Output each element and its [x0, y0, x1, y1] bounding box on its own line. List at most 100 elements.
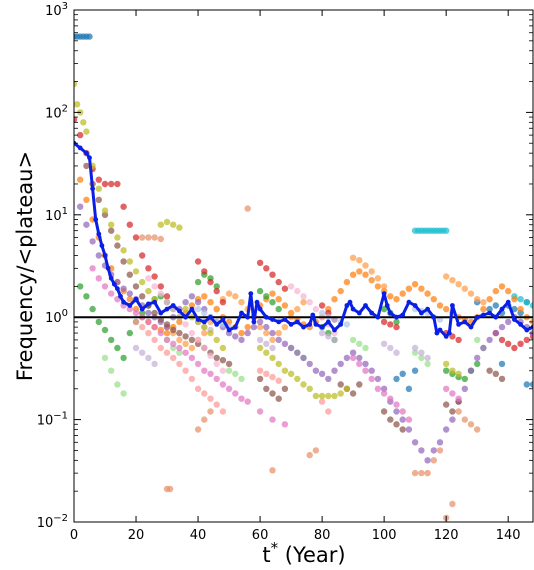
scatter-point [498, 375, 506, 383]
scatter-point [523, 336, 530, 344]
y-tick-label: 103 [45, 1, 68, 19]
scatter-point [201, 344, 208, 352]
scatter-point [126, 221, 133, 228]
mean-series-point [177, 308, 182, 314]
scatter-point [523, 299, 530, 306]
scatter-point [170, 354, 177, 362]
scatter-point [424, 469, 431, 477]
scatter-point [86, 33, 93, 40]
x-tick-label: 100 [372, 528, 397, 543]
scatter-point [306, 360, 313, 368]
mean-series-point [164, 306, 170, 312]
scatter-point [418, 469, 425, 477]
scatter-point [467, 367, 475, 374]
scatter-point [139, 293, 146, 300]
scatter-point [436, 439, 444, 446]
mean-series-point [102, 253, 108, 258]
mean-series-point [468, 324, 474, 330]
scatter-point [356, 360, 363, 368]
scatter-point [380, 318, 388, 326]
scatter-point [455, 370, 462, 377]
scatter-point [207, 299, 214, 306]
mean-series-point [375, 314, 381, 320]
scatter-point [300, 299, 307, 306]
scatter-point [132, 268, 140, 275]
mean-series-point [99, 243, 105, 249]
mean-series-point [387, 310, 393, 316]
scatter-point [349, 336, 357, 344]
scatter-point [89, 305, 96, 313]
scatter-point [101, 354, 109, 362]
scatter-point [275, 329, 282, 337]
scatter-point [287, 344, 295, 352]
scatter-point [343, 385, 351, 392]
scatter-point [225, 367, 233, 374]
scatter-point [480, 344, 487, 352]
scatter-point [101, 326, 109, 334]
scatter-point [157, 235, 164, 243]
mean-series-point [245, 314, 251, 320]
scatter-point [449, 390, 456, 397]
scatter-point [166, 485, 174, 493]
scatter-point [424, 354, 431, 362]
x-tick-label: 40 [190, 528, 207, 543]
scatter-point [95, 185, 103, 192]
scatter-point [380, 390, 388, 397]
scatter-point [380, 340, 388, 347]
scatter-point [387, 416, 394, 423]
scatter-point [244, 205, 251, 212]
mean-series-point [189, 306, 195, 312]
scatter-point [455, 281, 462, 288]
mean-series-point [456, 322, 461, 327]
x-axis-label: t* (Year) [262, 539, 345, 567]
scatter-point [337, 390, 344, 397]
scatter-point [318, 329, 326, 337]
scatter-point [225, 318, 233, 326]
scatter-point [405, 416, 413, 423]
scatter-point [126, 296, 133, 303]
scatter-point [269, 416, 276, 423]
scatter-point [269, 290, 276, 297]
scatter-point [188, 329, 196, 337]
scatter-point [505, 318, 512, 326]
x-tick-label: 0 [70, 528, 78, 543]
scatter-point [443, 305, 450, 313]
scatter-point [424, 457, 431, 464]
scatter-point [294, 349, 301, 356]
scatter-point [244, 329, 251, 337]
mean-series-point [183, 314, 189, 320]
scatter-point [517, 305, 524, 313]
scatter-point [188, 375, 196, 383]
scatter-point [455, 395, 462, 402]
scatter-point [269, 329, 276, 337]
scatter-point [498, 283, 506, 290]
scatter-point [213, 287, 220, 295]
scatter-point [325, 375, 332, 383]
scatter-point [356, 257, 363, 264]
scatter-point [263, 340, 270, 347]
mean-series-point [499, 306, 505, 312]
scatter-point [467, 421, 475, 428]
mean-series-point [425, 306, 430, 312]
scatter-point [188, 302, 196, 309]
scatter-point [108, 290, 115, 297]
scatter-point [443, 367, 450, 374]
scatter-point [95, 196, 103, 203]
scatter-point [498, 360, 506, 368]
scatter-point [207, 408, 214, 415]
mean-series-point [108, 275, 114, 281]
mean-series-point [325, 319, 331, 325]
scatter-point [492, 302, 499, 309]
scatter-point [275, 395, 282, 402]
scatter-point [182, 349, 189, 356]
scatter-point [374, 385, 382, 392]
scatter-point [157, 221, 164, 228]
mean-series-point [400, 312, 406, 318]
scatter-point [120, 247, 127, 254]
scatter-point [108, 227, 115, 234]
mean-series-point [77, 145, 83, 151]
scatter-point [120, 258, 127, 265]
scatter-point [411, 469, 419, 477]
mean-series-point [434, 330, 440, 336]
